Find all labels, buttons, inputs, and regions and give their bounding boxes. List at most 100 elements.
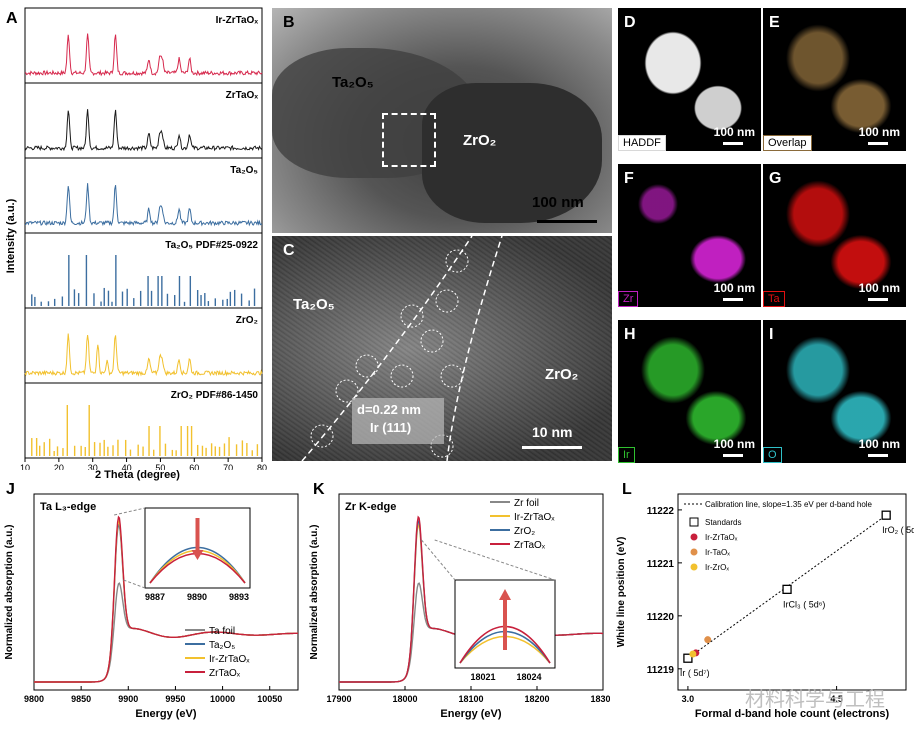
y-axis-label: White line position (eV) (616, 537, 627, 648)
map-scale-label: 100 nm (713, 437, 755, 451)
panel-c-d-spacing: d=0.22 nm (357, 402, 421, 417)
xas-series-line (34, 515, 298, 683)
xrd-strip-label: Ta₂O₅ (230, 165, 258, 176)
trend-arrow-head (499, 589, 511, 600)
map-element-chip: Ta (763, 291, 785, 307)
y-tick-label: 11221 (647, 559, 675, 570)
panel-c-zro2-label: ZrO₂ (545, 366, 579, 383)
x-tick-label: 30 (88, 463, 98, 470)
x-tick-label: 10 (20, 463, 30, 470)
eds-map-e: E Overlap 100 nm (763, 8, 906, 151)
standard-point (881, 510, 891, 520)
standard-label: Ir ( 5d⁷) (680, 668, 710, 678)
zoom-guide (421, 539, 456, 581)
legend-swatch (690, 563, 698, 571)
map-scale-bar (868, 142, 888, 145)
map-element-chip: O (763, 447, 782, 463)
xrd-pattern-line (24, 33, 263, 77)
y-tick-label: 11222 (647, 506, 675, 517)
eds-map-g: G Ta 100 nm (763, 164, 906, 307)
legend-label: Ir-ZrTaOₓ (514, 512, 555, 523)
x-tick-label: 18000 (392, 694, 417, 704)
zoom-guide (123, 579, 146, 589)
map-scale-label: 100 nm (858, 437, 900, 451)
zoom-guide (434, 539, 556, 581)
legend-label: Ta₂O₅ (209, 640, 235, 651)
inset-tick-label: 9890 (187, 592, 207, 602)
legend-label: Zr foil (514, 498, 539, 509)
trend-arrow-head (191, 550, 204, 560)
panel-b-tem-image (272, 8, 612, 233)
xrd-strip-label: Ta₂O₅ PDF#25-0922 (165, 240, 258, 251)
legend-label: ZrO₂ (514, 526, 535, 537)
xrd-strip-frame (24, 382, 263, 459)
panel-c-hrtem-image (272, 236, 612, 461)
map-scale-bar (723, 454, 743, 457)
panel-k-chart: 17900 18000 18100 18200 18300 Energy (eV) Norm… (309, 493, 610, 720)
standard-label: IrO₂ ( 5d⁵) (882, 525, 914, 535)
inset-tick-label: 18024 (516, 672, 541, 682)
inset-tick-label: 18021 (470, 672, 495, 682)
xrd-pattern-line (24, 333, 263, 377)
x-tick-label: 18300 (590, 694, 610, 704)
panel-j-chart: 9800 9850 9900 9950 10000 10050 Energy (eV) Nor… (4, 493, 299, 720)
x-tick-label: 20 (54, 463, 64, 470)
watermark-text: 材料科学与工程 (745, 689, 885, 711)
x-axis-label: Energy (eV) (440, 708, 501, 720)
eds-map-f: F Zr 100 nm (618, 164, 761, 307)
xrd-strip-label: Ir-ZrTaOₓ (216, 15, 259, 26)
standard-point (683, 653, 693, 663)
x-tick-label: 10000 (210, 694, 235, 704)
map-letter: I (769, 326, 774, 343)
legend-label: Calibration line, slope=1.35 eV per d-ba… (705, 500, 873, 509)
x-tick-label: 10050 (257, 694, 282, 704)
panel-j-letter: J (6, 481, 15, 498)
panel-k-letter: K (313, 481, 325, 498)
map-scale-bar (868, 454, 888, 457)
panel-c-scale-label: 10 nm (532, 424, 573, 440)
legend-label: Ta foil (209, 626, 235, 637)
panel-b-zro2-label: ZrO₂ (463, 132, 497, 149)
panel-l-chart: 11219 11220 11221 11222 3.0 4.5 Formal d-band … (616, 493, 914, 720)
panel-a-letter: A (6, 10, 18, 27)
map-letter: G (769, 170, 782, 187)
panel-c-ta2o5-label: Ta₂O₅ (293, 296, 335, 313)
eds-map-i: I O 100 nm (763, 320, 906, 463)
legend-label: Standards (705, 518, 741, 527)
panel-b-ta2o5-label: Ta₂O₅ (332, 74, 374, 91)
x-axis-label: Formal d-band hole count (electrons) (695, 708, 890, 720)
map-letter: D (624, 14, 636, 31)
edge-title: Ta L₃-edge (40, 501, 96, 513)
legend-label: ZrTaOₓ (514, 540, 546, 551)
legend-swatch (689, 517, 699, 527)
inset-tick-label: 9887 (145, 592, 165, 602)
panel-b-letter: B (283, 14, 295, 31)
panel-l-letter: L (622, 481, 632, 498)
map-element-chip: Zr (618, 291, 639, 307)
edge-title: Zr K-edge (345, 501, 396, 513)
eds-map-d: D HADDF 100 nm (618, 8, 761, 151)
map-scale-label: 100 nm (713, 281, 755, 295)
xas-series-line (34, 582, 298, 683)
x-tick-label: 40 (122, 463, 132, 470)
map-letter: E (769, 14, 780, 31)
map-scale-bar (723, 298, 743, 301)
x-axis-label: Energy (eV) (135, 708, 196, 720)
x-tick-label: 9950 (165, 694, 185, 704)
map-scale-label: 100 nm (713, 125, 755, 139)
map-element-chip: HADDF (618, 135, 666, 151)
standard-point (782, 584, 792, 595)
map-scale-label: 100 nm (858, 281, 900, 295)
map-scale-bar (868, 298, 888, 301)
panel-a-xlabel: 2 Theta (degree) (95, 469, 180, 481)
x-tick-label: 50 (155, 463, 165, 470)
legend-label: Ir-TaOₓ (705, 548, 730, 557)
legend-label: Ir-ZrTaOₓ (705, 533, 738, 542)
x-tick-label: 80 (257, 463, 267, 470)
x-tick-label: 60 (189, 463, 199, 470)
plot-frame (33, 493, 299, 691)
sample-point (689, 650, 697, 658)
x-tick-label: 18100 (458, 694, 483, 704)
y-tick-label: 11219 (647, 665, 675, 676)
legend-swatch (690, 548, 698, 556)
